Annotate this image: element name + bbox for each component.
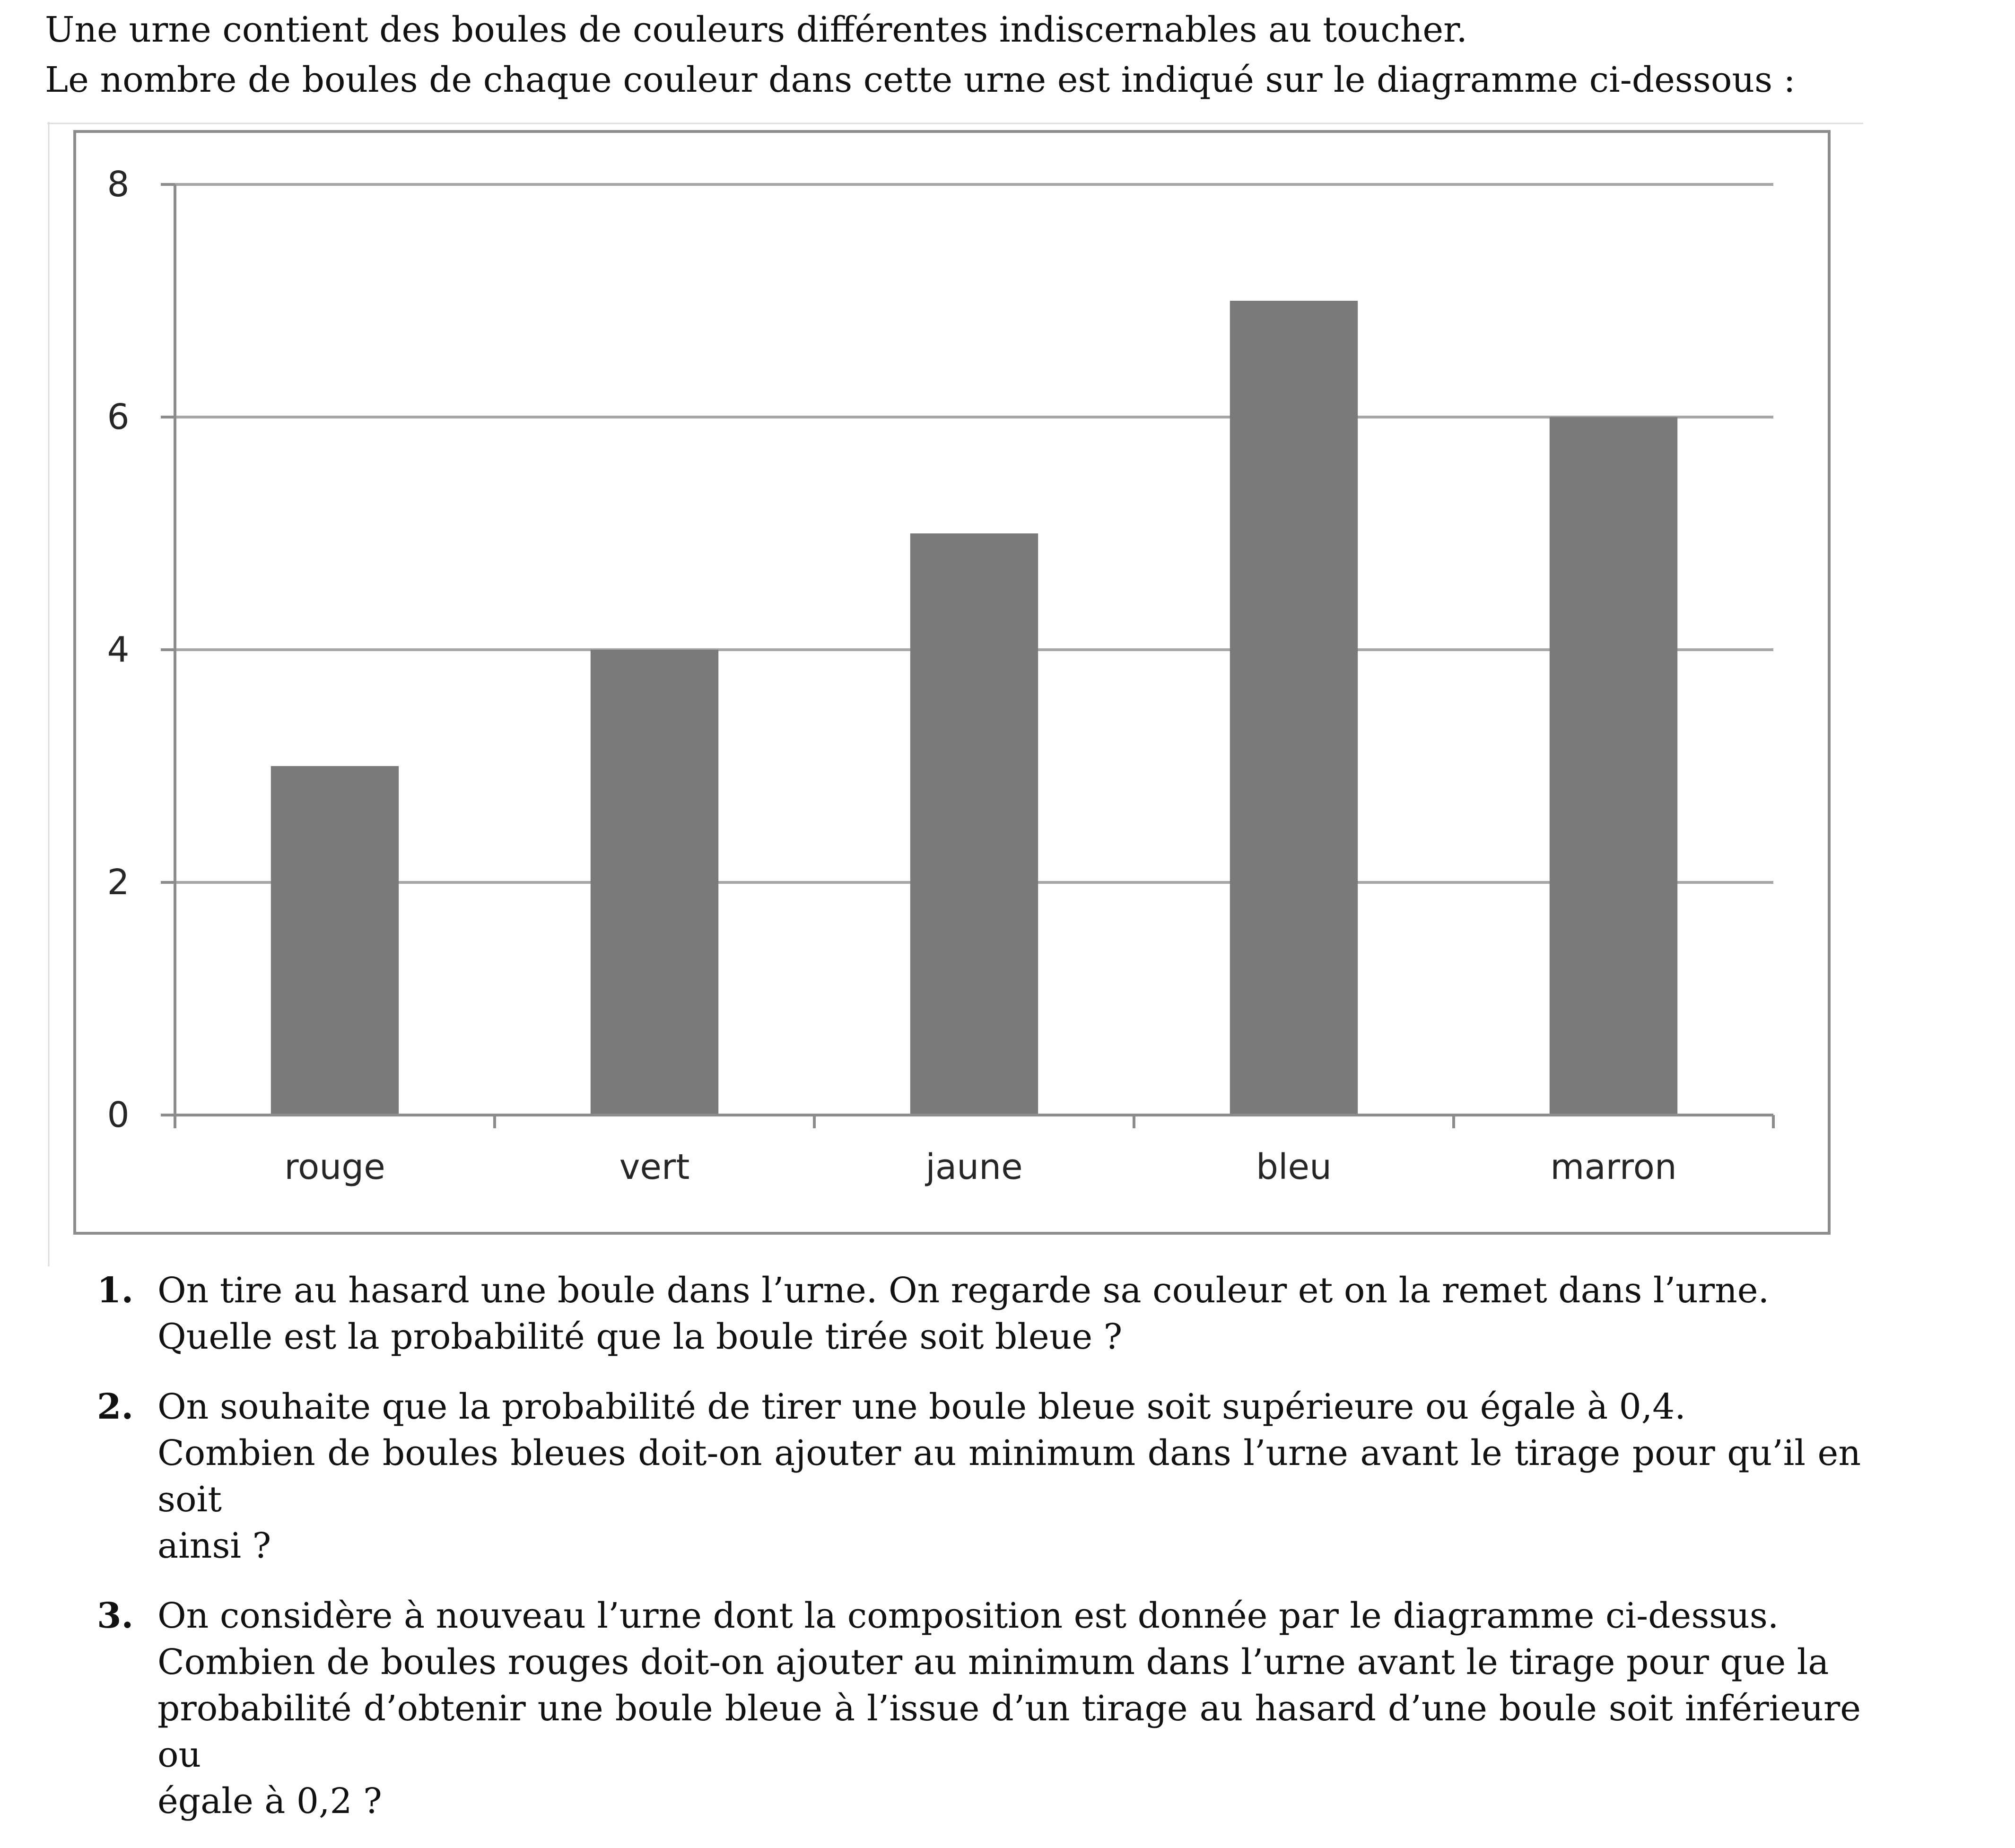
question-line: On tire au hasard une boule dans l’urne.… bbox=[157, 1270, 1770, 1311]
bar-jaune bbox=[910, 533, 1038, 1115]
x-tick-label: marron bbox=[1550, 1147, 1677, 1187]
question-line: On considère à nouveau l’urne dont la co… bbox=[157, 1595, 1779, 1636]
question-number: 3. bbox=[97, 1595, 134, 1636]
question-line: égale à 0,2 ? bbox=[157, 1781, 382, 1822]
y-tick-labels: 0 2 4 6 8 bbox=[107, 164, 129, 1135]
bars bbox=[270, 301, 1678, 1115]
x-tick-label: rouge bbox=[284, 1147, 385, 1187]
bar-chart-svg: 0 2 4 6 8 rouge vert jaune bleu marron bbox=[47, 122, 1863, 1266]
x-tick-label: bleu bbox=[1256, 1147, 1332, 1187]
question-line: probabilité d’obtenir une boule bleue à … bbox=[157, 1688, 1861, 1775]
question-2: 2. On souhaite que la probabilité de tir… bbox=[97, 1384, 1861, 1569]
bar-chart: 0 2 4 6 8 rouge vert jaune bleu marron bbox=[47, 122, 1863, 1266]
bar-bleu bbox=[1230, 301, 1358, 1115]
question-line: Quelle est la probabilité que la boule t… bbox=[157, 1316, 1123, 1357]
question-line: Combien de boules bleues doit-on ajouter… bbox=[157, 1433, 1861, 1520]
axes bbox=[161, 183, 1775, 1128]
intro-text: Une urne contient des boules de couleurs… bbox=[45, 5, 1984, 105]
question-list: 1. On tire au hasard une boule dans l’ur… bbox=[97, 1267, 1861, 1848]
bar-rouge bbox=[270, 766, 399, 1115]
x-tick-label: jaune bbox=[925, 1147, 1022, 1187]
intro-line-1: Une urne contient des boules de couleurs… bbox=[45, 9, 1467, 50]
bar-marron bbox=[1549, 417, 1678, 1115]
x-tick-labels: rouge vert jaune bleu marron bbox=[284, 1147, 1677, 1187]
question-3: 3. On considère à nouveau l’urne dont la… bbox=[97, 1593, 1861, 1824]
question-line: Combien de boules rouges doit-on ajouter… bbox=[157, 1642, 1829, 1682]
question-number: 2. bbox=[97, 1386, 134, 1427]
x-tick-label: vert bbox=[619, 1147, 690, 1187]
bar-vert bbox=[590, 650, 719, 1115]
question-line: ainsi ? bbox=[157, 1525, 271, 1566]
y-tick-label: 4 bbox=[107, 629, 129, 670]
y-tick-label: 0 bbox=[107, 1095, 129, 1135]
intro-line-2: Le nombre de boules de chaque couleur da… bbox=[45, 60, 1796, 100]
question-line: On souhaite que la probabilité de tirer … bbox=[157, 1386, 1686, 1427]
y-tick-label: 8 bbox=[107, 164, 129, 205]
y-tick-label: 6 bbox=[107, 397, 129, 437]
question-1: 1. On tire au hasard une boule dans l’ur… bbox=[97, 1267, 1861, 1360]
question-number: 1. bbox=[97, 1270, 134, 1311]
y-tick-label: 2 bbox=[107, 862, 129, 903]
